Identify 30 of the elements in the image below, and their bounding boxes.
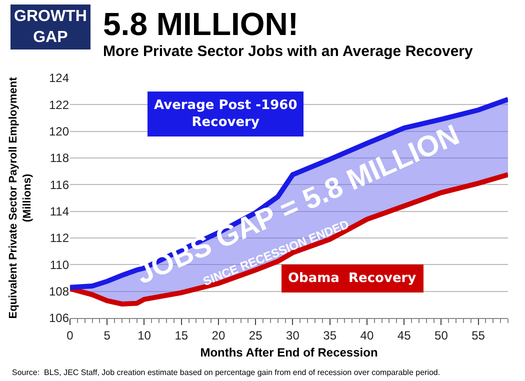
x-tick-label: 0 xyxy=(66,328,74,342)
chart-title: 5.8 MILLION! xyxy=(103,6,299,42)
x-tick-label: 15 xyxy=(174,328,188,342)
y-tick-label: 110 xyxy=(50,258,70,272)
y-axis-title: Equivalent Private Sector Payroll Employment (Millions) xyxy=(7,76,34,319)
x-tick-label: 30 xyxy=(286,328,300,342)
x-tick-label: 20 xyxy=(212,328,226,342)
x-tick-label: 40 xyxy=(360,328,374,342)
x-axis-title: Months After End of Recession xyxy=(200,345,378,360)
source-note: Source: BLS, JEC Staff, Job creation estimate based on percentage gain from end of recession over comparable period. xyxy=(12,368,440,377)
y-tick-label: 120 xyxy=(48,124,70,139)
x-tick-label: 50 xyxy=(434,328,448,342)
y-tick-label: 108 xyxy=(48,284,70,299)
x-tick-label: 45 xyxy=(397,328,412,342)
x-tick-label: 10 xyxy=(138,328,152,342)
y-tick-label: 106 xyxy=(48,311,70,326)
text: Average Post -1960 Recovery xyxy=(154,98,298,130)
x-tick-label: 35 xyxy=(323,328,337,342)
chart-subtitle: More Private Sector Jobs with an Average Recovery xyxy=(103,43,474,60)
y-tick-label: 118 xyxy=(50,151,70,166)
y-tick-label: 114 xyxy=(50,204,70,219)
y-tick-label: 112 xyxy=(50,231,70,246)
y-tick-label: 124 xyxy=(48,71,70,86)
series-label: Obama Recovery xyxy=(288,271,417,286)
y-tick-label: 116 xyxy=(50,178,70,192)
y-tick-label: 122 xyxy=(48,98,70,112)
x-tick-label: 5 xyxy=(104,328,111,342)
text: GROWTH GAP xyxy=(14,8,87,46)
x-tick-label: 25 xyxy=(248,328,263,342)
x-tick-label: 55 xyxy=(472,328,486,342)
